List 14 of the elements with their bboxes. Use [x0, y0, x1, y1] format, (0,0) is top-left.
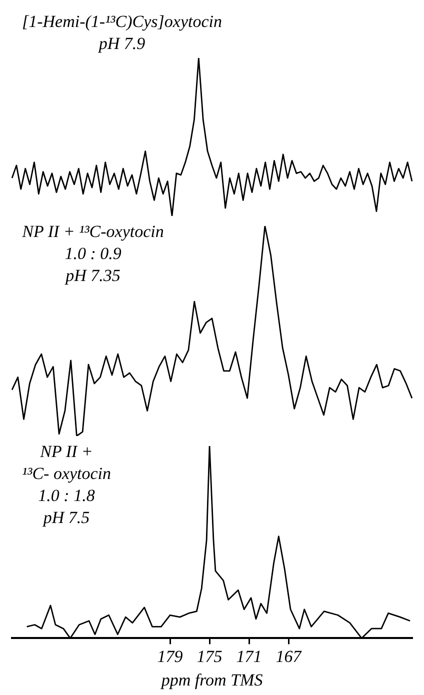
text: pH 7.9	[98, 34, 146, 53]
annotation: NP II +	[39, 442, 93, 461]
annotation: NP II + ¹³C-oxytocin	[21, 222, 164, 241]
x-axis-title: ppm from TMS	[160, 670, 264, 690]
x-tick-label: 179	[157, 646, 184, 666]
annotation: pH 7.5	[42, 508, 90, 527]
x-tick-label: 167	[276, 646, 303, 666]
annotation: ¹³C- oxytocin	[22, 464, 112, 483]
x-tick-label: 175	[196, 646, 222, 666]
annotation: 1.0 : 1.8	[38, 486, 96, 505]
text: [1-Hemi-(1-¹³C)Cys]oxytocin	[22, 12, 222, 31]
annotation: pH 7.35	[64, 266, 120, 285]
x-tick-label: 171	[236, 646, 262, 666]
annotation: 1.0 : 0.9	[64, 244, 122, 263]
